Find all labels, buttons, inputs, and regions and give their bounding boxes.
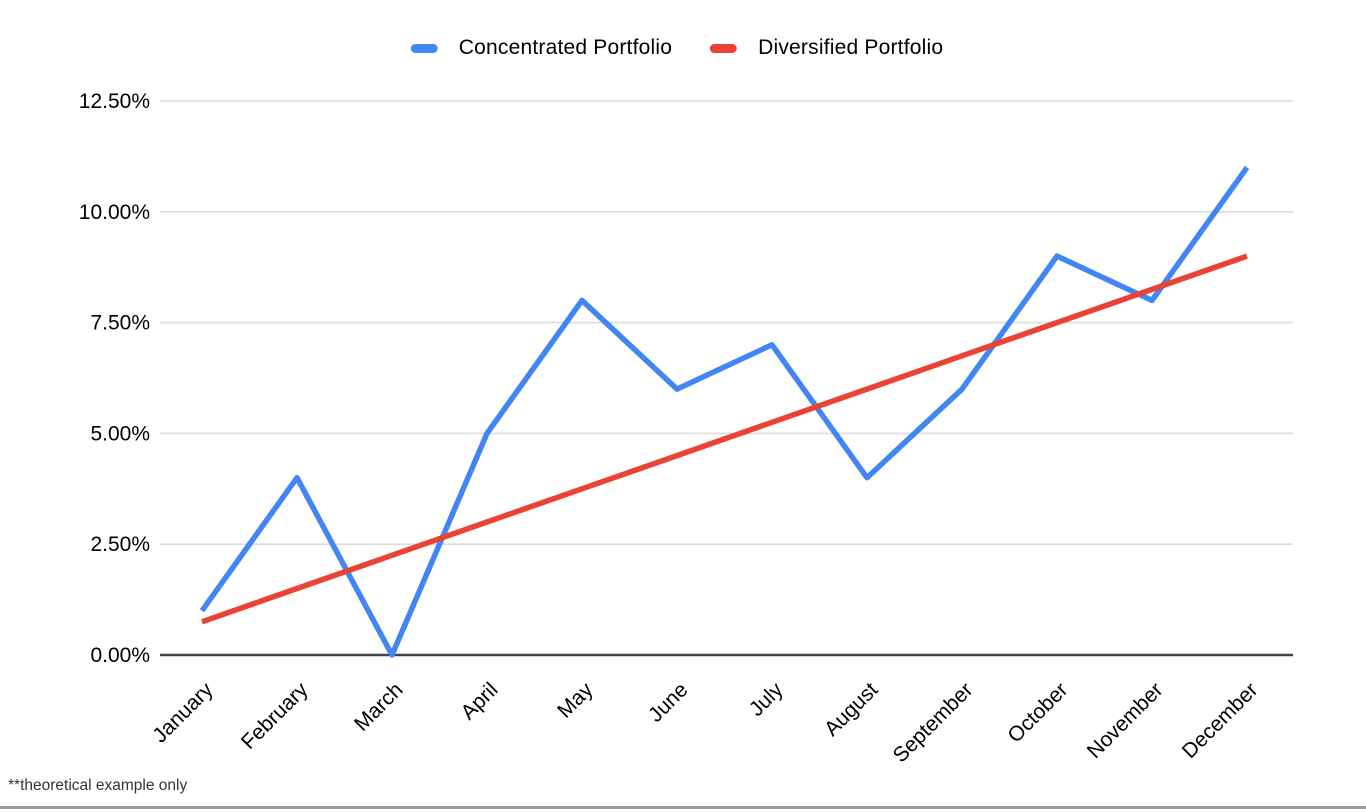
legend-label-concentrated-portfolio: Concentrated Portfolio bbox=[458, 36, 673, 59]
x-axis-month-label: January bbox=[148, 678, 217, 747]
y-axis-tick-label: 5.00% bbox=[90, 422, 150, 445]
x-axis-month-label: December bbox=[1178, 678, 1263, 763]
x-axis-month-label: May bbox=[553, 678, 598, 723]
legend-label-diversified-portfolio: Diversified Portfolio bbox=[758, 36, 944, 59]
bottom-divider bbox=[0, 806, 1366, 809]
x-axis-month-label: February bbox=[237, 678, 313, 754]
footnote: **theoretical example only bbox=[8, 777, 188, 794]
legend-item-concentrated-portfolio: Concentrated Portfolio bbox=[410, 36, 673, 60]
y-axis-tick-label: 7.50% bbox=[90, 312, 150, 335]
x-axis-month-label: July bbox=[745, 678, 788, 721]
x-axis-month-label: September bbox=[889, 678, 978, 767]
series-line-diversified-portfolio bbox=[201, 253, 1248, 625]
legend-swatch-icon bbox=[710, 43, 738, 53]
y-axis-tick-label: 2.50% bbox=[90, 533, 150, 556]
x-axis-month-label: June bbox=[644, 678, 692, 726]
x-axis-month-label: October bbox=[1003, 678, 1072, 747]
y-axis-tick-label: 0.00% bbox=[90, 644, 150, 667]
x-axis-month-label: August bbox=[820, 678, 883, 741]
series-line-concentrated-portfolio bbox=[199, 165, 1250, 658]
y-axis-tick-label: 12.50% bbox=[79, 90, 150, 113]
x-axis-month-label: November bbox=[1083, 678, 1168, 763]
x-axis-month-label: March bbox=[350, 678, 408, 736]
line-chart: 0.00% 2.50% 5.00% 7.50% 10.00% 12.50% January F… bbox=[79, 90, 1293, 767]
legend-item-diversified-portfolio: Diversified Portfolio bbox=[710, 36, 943, 60]
legend-swatch-icon bbox=[410, 43, 438, 53]
chart-legend: Concentrated Portfolio Diversified Portf… bbox=[410, 36, 943, 60]
y-axis-tick-label: 10.00% bbox=[79, 201, 150, 224]
x-axis-month-label: April bbox=[457, 678, 503, 724]
